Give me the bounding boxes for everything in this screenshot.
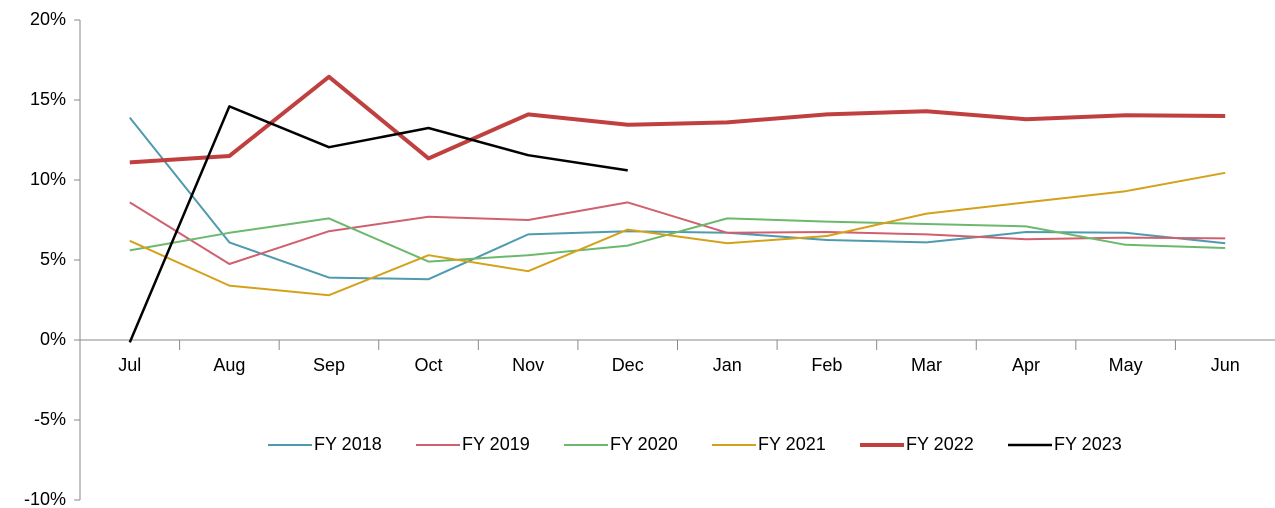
legend-label: FY 2023 — [1054, 434, 1122, 454]
x-tick-label: Feb — [811, 355, 842, 375]
y-tick-label: 10% — [30, 169, 66, 189]
x-tick-label: Oct — [415, 355, 443, 375]
y-tick-label: 0% — [40, 329, 66, 349]
y-tick-label: -5% — [34, 409, 66, 429]
series-line — [129, 171, 1226, 297]
legend-label: FY 2022 — [906, 434, 974, 454]
x-tick-label: Apr — [1012, 355, 1040, 375]
series-line — [128, 105, 628, 343]
legend-label: FY 2019 — [462, 434, 530, 454]
legend-label: FY 2018 — [314, 434, 382, 454]
x-tick-label: Aug — [213, 355, 245, 375]
x-tick-label: Dec — [612, 355, 644, 375]
y-tick-label: 15% — [30, 89, 66, 109]
x-tick-label: Jul — [118, 355, 141, 375]
series-line — [129, 217, 1226, 263]
legend-label: FY 2021 — [758, 434, 826, 454]
x-tick-label: Sep — [313, 355, 345, 375]
x-tick-label: Nov — [512, 355, 544, 375]
x-tick-label: May — [1109, 355, 1143, 375]
y-tick-label: -10% — [24, 489, 66, 508]
legend-label: FY 2020 — [610, 434, 678, 454]
series-line — [129, 201, 1226, 265]
x-tick-label: Jan — [713, 355, 742, 375]
y-tick-label: 20% — [30, 9, 66, 29]
x-tick-label: Mar — [911, 355, 942, 375]
series-line — [129, 74, 1226, 165]
y-tick-label: 5% — [40, 249, 66, 269]
x-tick-label: Jun — [1211, 355, 1240, 375]
